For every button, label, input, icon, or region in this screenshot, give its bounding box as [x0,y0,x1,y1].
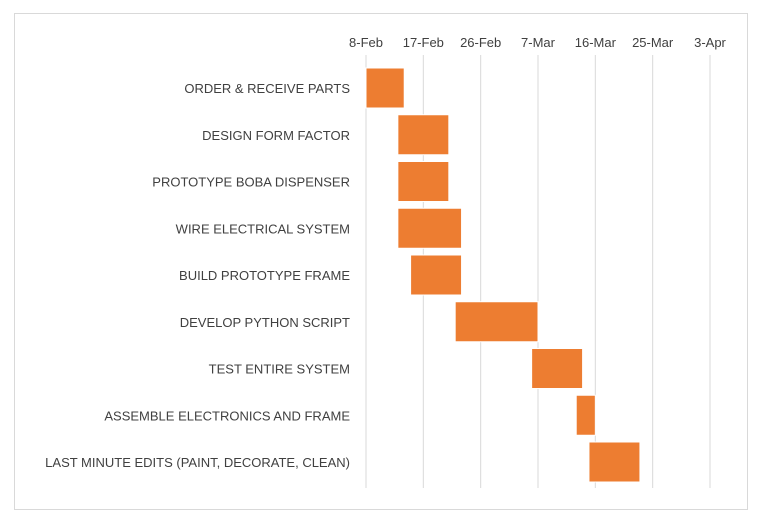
task-bar [588,441,641,483]
task-bar [454,301,539,343]
task-bars [365,67,641,483]
task-label: TEST ENTIRE SYSTEM [209,362,350,377]
task-label: DESIGN FORM FACTOR [202,128,350,143]
task-bar [410,254,463,296]
task-label: LAST MINUTE EDITS (PAINT, DECORATE, CLEA… [45,455,350,470]
task-bar [397,114,450,156]
task-label: DEVELOP PYTHON SCRIPT [180,315,350,330]
task-label: BUILD PROTOTYPE FRAME [179,268,350,283]
x-tick-label: 8-Feb [349,35,383,50]
x-tick-label: 25-Mar [632,35,674,50]
task-label: PROTOTYPE BOBA DISPENSER [152,175,350,190]
x-tick-label: 16-Mar [575,35,617,50]
task-labels: ORDER & RECEIVE PARTS DESIGN FORM FACTOR P… [45,81,350,470]
task-bar [397,161,450,202]
task-bar [575,394,596,436]
task-bar [397,207,463,249]
task-label: WIRE ELECTRICAL SYSTEM [176,221,350,236]
task-label: ASSEMBLE ELECTRONICS AND FRAME [104,408,350,423]
x-tick-label: 7-Mar [521,35,556,50]
x-tick-label: 17-Feb [403,35,444,50]
task-bar [531,348,584,389]
task-label: ORDER & RECEIVE PARTS [184,81,350,96]
task-bar [365,67,405,109]
x-axis-ticks: 8-Feb 17-Feb 26-Feb 7-Mar 16-Mar 25-Mar 3-Apr [349,35,727,50]
x-tick-label: 26-Feb [460,35,501,50]
x-tick-label: 3-Apr [694,35,726,50]
